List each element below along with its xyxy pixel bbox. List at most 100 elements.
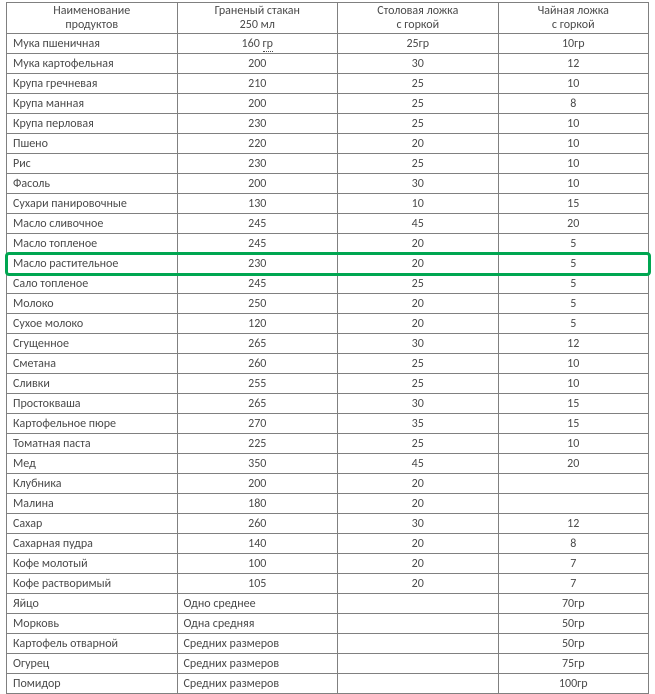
cell-tablespoon: [338, 614, 499, 634]
cell-tablespoon: 25гр: [338, 34, 499, 54]
cell-glass: 130: [177, 194, 338, 214]
cell-product-name: Сливки: [7, 374, 178, 394]
cell-glass: 260: [177, 514, 338, 534]
cell-product-name: Масло топленое: [7, 234, 178, 254]
table-row: Клубника20020: [7, 474, 649, 494]
table-row: Масло топленое245205: [7, 234, 649, 254]
table-row: Фасоль2003010: [7, 174, 649, 194]
cell-product-name: Клубника: [7, 474, 178, 494]
cell-tablespoon: 30: [338, 174, 499, 194]
cell-tablespoon: 20: [338, 554, 499, 574]
cell-tablespoon: 20: [338, 534, 499, 554]
col-header-line2: 250 мл: [240, 18, 275, 32]
table-row: Пшено2202010: [7, 134, 649, 154]
cell-product-name: Пшено: [7, 134, 178, 154]
col-header-glass: Граненый стакан 250 мл: [177, 3, 338, 34]
cell-product-name: Мука картофельная: [7, 54, 178, 74]
cell-glass: 210: [177, 74, 338, 94]
cell-teaspoon: 5: [498, 274, 648, 294]
cell-tablespoon: 25: [338, 94, 499, 114]
cell-teaspoon: 7: [498, 554, 648, 574]
cell-teaspoon: 12: [498, 334, 648, 354]
table-header-row: Наименование продуктов Граненый стакан 2…: [7, 3, 649, 34]
cell-tablespoon: 20: [338, 234, 499, 254]
table-row: Масло сливочное2454520: [7, 214, 649, 234]
cell-tablespoon: 30: [338, 394, 499, 414]
table-row: Простокваша2653015: [7, 394, 649, 414]
cell-product-name: Сгущенное: [7, 334, 178, 354]
cell-product-name: Сахар: [7, 514, 178, 534]
cell-product-name: Мука пшеничная: [7, 34, 178, 54]
cell-product-name: Огурец: [7, 654, 178, 674]
cell-tablespoon: 20: [338, 574, 499, 594]
table-row: Сметана2602510: [7, 354, 649, 374]
cell-product-name: Кофе растворимый: [7, 574, 178, 594]
cell-glass: 245: [177, 274, 338, 294]
table-row: Сухари панировочные1301015: [7, 194, 649, 214]
cell-teaspoon: 20: [498, 214, 648, 234]
cell-teaspoon: [498, 474, 648, 494]
cell-tablespoon: 30: [338, 54, 499, 74]
table-row: Крупа гречневая2102510: [7, 74, 649, 94]
cell-teaspoon: 15: [498, 394, 648, 414]
table-row: Картофельное пюре2703515: [7, 414, 649, 434]
cell-product-name: Сухари панировочные: [7, 194, 178, 214]
cell-teaspoon: 10гр: [498, 34, 648, 54]
cell-teaspoon: 100гр: [498, 674, 648, 694]
cell-teaspoon: [498, 494, 648, 514]
cell-glass: Одна средняя: [177, 614, 338, 634]
cell-tablespoon: 20: [338, 294, 499, 314]
table-row: ОгурецСредних размеров 75гр: [7, 654, 649, 674]
table-row: Сахарная пудра140208: [7, 534, 649, 554]
cell-tablespoon: 25: [338, 74, 499, 94]
cell-teaspoon: 50гр: [498, 614, 648, 634]
col-header-line2: с горкой: [396, 18, 439, 32]
cell-tablespoon: 45: [338, 454, 499, 474]
cell-glass: 265: [177, 334, 338, 354]
cell-glass: 100: [177, 554, 338, 574]
cell-glass: 200: [177, 54, 338, 74]
col-header-line2: продуктов: [65, 18, 118, 32]
cell-teaspoon: 7: [498, 574, 648, 594]
cell-tablespoon: 25: [338, 154, 499, 174]
table-row: Крупа перловая2302510: [7, 114, 649, 134]
cell-teaspoon: 5: [498, 234, 648, 254]
table-row: МорковьОдна средняя50гр: [7, 614, 649, 634]
cell-product-name: Крупа манная: [7, 94, 178, 114]
table-row: Томатная паста2252510: [7, 434, 649, 454]
cell-teaspoon: 5: [498, 294, 648, 314]
table-row: Сахар2603012: [7, 514, 649, 534]
cell-teaspoon: 10: [498, 354, 648, 374]
cell-glass: 160 гр: [177, 34, 338, 54]
table-row: Крупа манная200258: [7, 94, 649, 114]
cell-tablespoon: [338, 674, 499, 694]
cell-glass: 225: [177, 434, 338, 454]
cell-product-name: Сахарная пудра: [7, 534, 178, 554]
cell-glass: 230: [177, 254, 338, 274]
cell-tablespoon: 25: [338, 374, 499, 394]
cell-glass: 140: [177, 534, 338, 554]
table-row: ЯйцоОдно среднее70гр: [7, 594, 649, 614]
cell-teaspoon: 75гр: [498, 654, 648, 674]
cell-glass: 265: [177, 394, 338, 414]
table-row: Молоко250205: [7, 294, 649, 314]
col-header-tablespoon: Столовая ложка с горкой: [338, 3, 499, 34]
cell-glass: Средних размеров: [177, 654, 338, 674]
cell-teaspoon: 10: [498, 434, 648, 454]
col-header-teaspoon: Чайная ложка с горкой: [498, 3, 648, 34]
table-row: Сливки2552510: [7, 374, 649, 394]
cell-glass: 180: [177, 494, 338, 514]
measurement-table: Наименование продуктов Граненый стакан 2…: [6, 2, 649, 694]
cell-teaspoon: 12: [498, 514, 648, 534]
table-row: Сухое молоко120205: [7, 314, 649, 334]
cell-tablespoon: 35: [338, 414, 499, 434]
cell-glass: 200: [177, 94, 338, 114]
table-row: Мука картофельная2003012: [7, 54, 649, 74]
cell-glass: 255: [177, 374, 338, 394]
cell-teaspoon: 5: [498, 314, 648, 334]
cell-product-name: Сало топленое: [7, 274, 178, 294]
cell-product-name: Помидор: [7, 674, 178, 694]
cell-product-name: Сметана: [7, 354, 178, 374]
cell-teaspoon: 15: [498, 194, 648, 214]
table-row: Кофе молотый100207: [7, 554, 649, 574]
